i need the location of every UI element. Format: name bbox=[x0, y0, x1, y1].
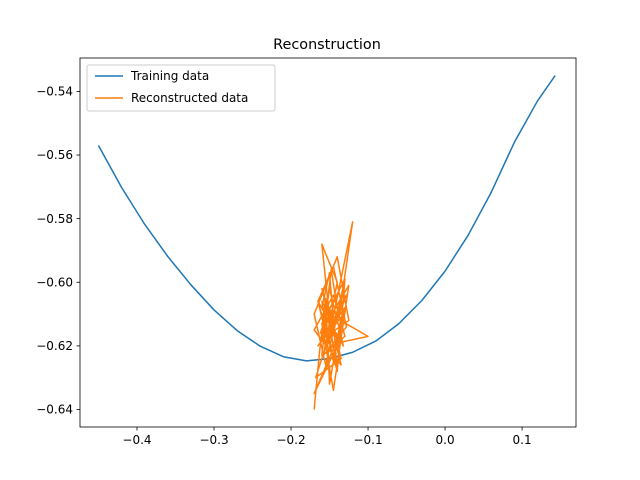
series-layer bbox=[97, 75, 556, 410]
y-tick-label: −0.58 bbox=[36, 212, 73, 226]
x-tick-label: 0.0 bbox=[436, 433, 455, 447]
y-tick-label: −0.64 bbox=[36, 403, 73, 417]
x-axis-ticks: −0.4 −0.3 −0.2 −0.1 0.0 0.1 bbox=[122, 427, 532, 447]
chart-title: Reconstruction bbox=[273, 37, 381, 53]
y-tick-label: −0.62 bbox=[36, 339, 73, 353]
series-line-reconstructed-data bbox=[313, 221, 369, 410]
y-axis-ticks: −0.64 −0.62 −0.60 −0.58 −0.56 −0.54 bbox=[36, 85, 80, 417]
legend-box bbox=[86, 64, 276, 112]
x-tick-label: −0.3 bbox=[199, 433, 228, 447]
legend: Training data Reconstructed data bbox=[86, 64, 276, 112]
x-tick-label: −0.1 bbox=[353, 433, 382, 447]
legend-label-training-data: Training data bbox=[130, 69, 209, 83]
x-tick-label: −0.4 bbox=[122, 433, 151, 447]
legend-label-reconstructed-data: Reconstructed data bbox=[131, 91, 248, 105]
y-tick-label: −0.60 bbox=[36, 275, 73, 289]
plot-frame bbox=[79, 57, 577, 428]
y-tick-label: −0.56 bbox=[36, 148, 73, 162]
x-tick-label: 0.1 bbox=[513, 433, 532, 447]
y-tick-label: −0.54 bbox=[36, 85, 73, 99]
x-tick-label: −0.2 bbox=[276, 433, 305, 447]
